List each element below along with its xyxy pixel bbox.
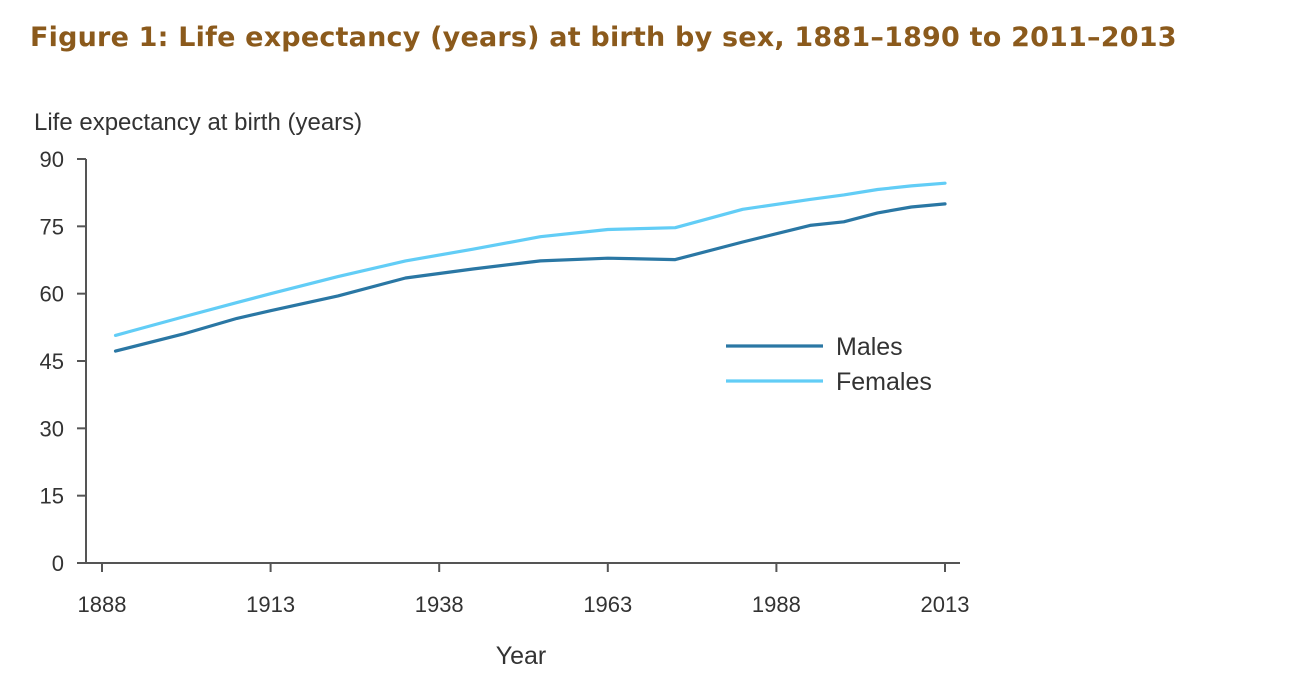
series-line-females <box>113 181 947 337</box>
series-lines <box>113 181 947 353</box>
y-axis-label: Life expectancy at birth (years) <box>34 109 362 136</box>
figure-title: Figure 1: Life expectancy (years) at bir… <box>30 22 1177 53</box>
x-axis-label: Year <box>496 642 547 670</box>
x-tick-label: 1913 <box>246 592 295 617</box>
y-tick-label: 60 <box>40 282 64 307</box>
y-tick-label: 90 <box>40 147 64 172</box>
x-axis-group: 1888 1913 1938 1963 1988 2013 <box>78 562 970 617</box>
series-line-males <box>113 202 947 353</box>
legend-label-males: Males <box>836 333 903 361</box>
x-tick-label: 1988 <box>752 592 801 617</box>
y-axis-group: 0 15 30 45 60 75 90 <box>40 147 87 576</box>
y-tick-label: 75 <box>40 214 64 239</box>
x-tick-label: 2013 <box>921 592 970 617</box>
y-tick-label: 45 <box>40 349 64 374</box>
x-tick-label: 1938 <box>415 592 464 617</box>
y-tick-label: 15 <box>40 484 64 509</box>
legend: Males Females <box>726 333 932 396</box>
x-tick-label: 1888 <box>78 592 127 617</box>
legend-label-females: Females <box>836 368 932 396</box>
y-tick-label: 0 <box>52 551 64 576</box>
x-tick-label: 1963 <box>583 592 632 617</box>
y-tick-label: 30 <box>40 416 64 441</box>
